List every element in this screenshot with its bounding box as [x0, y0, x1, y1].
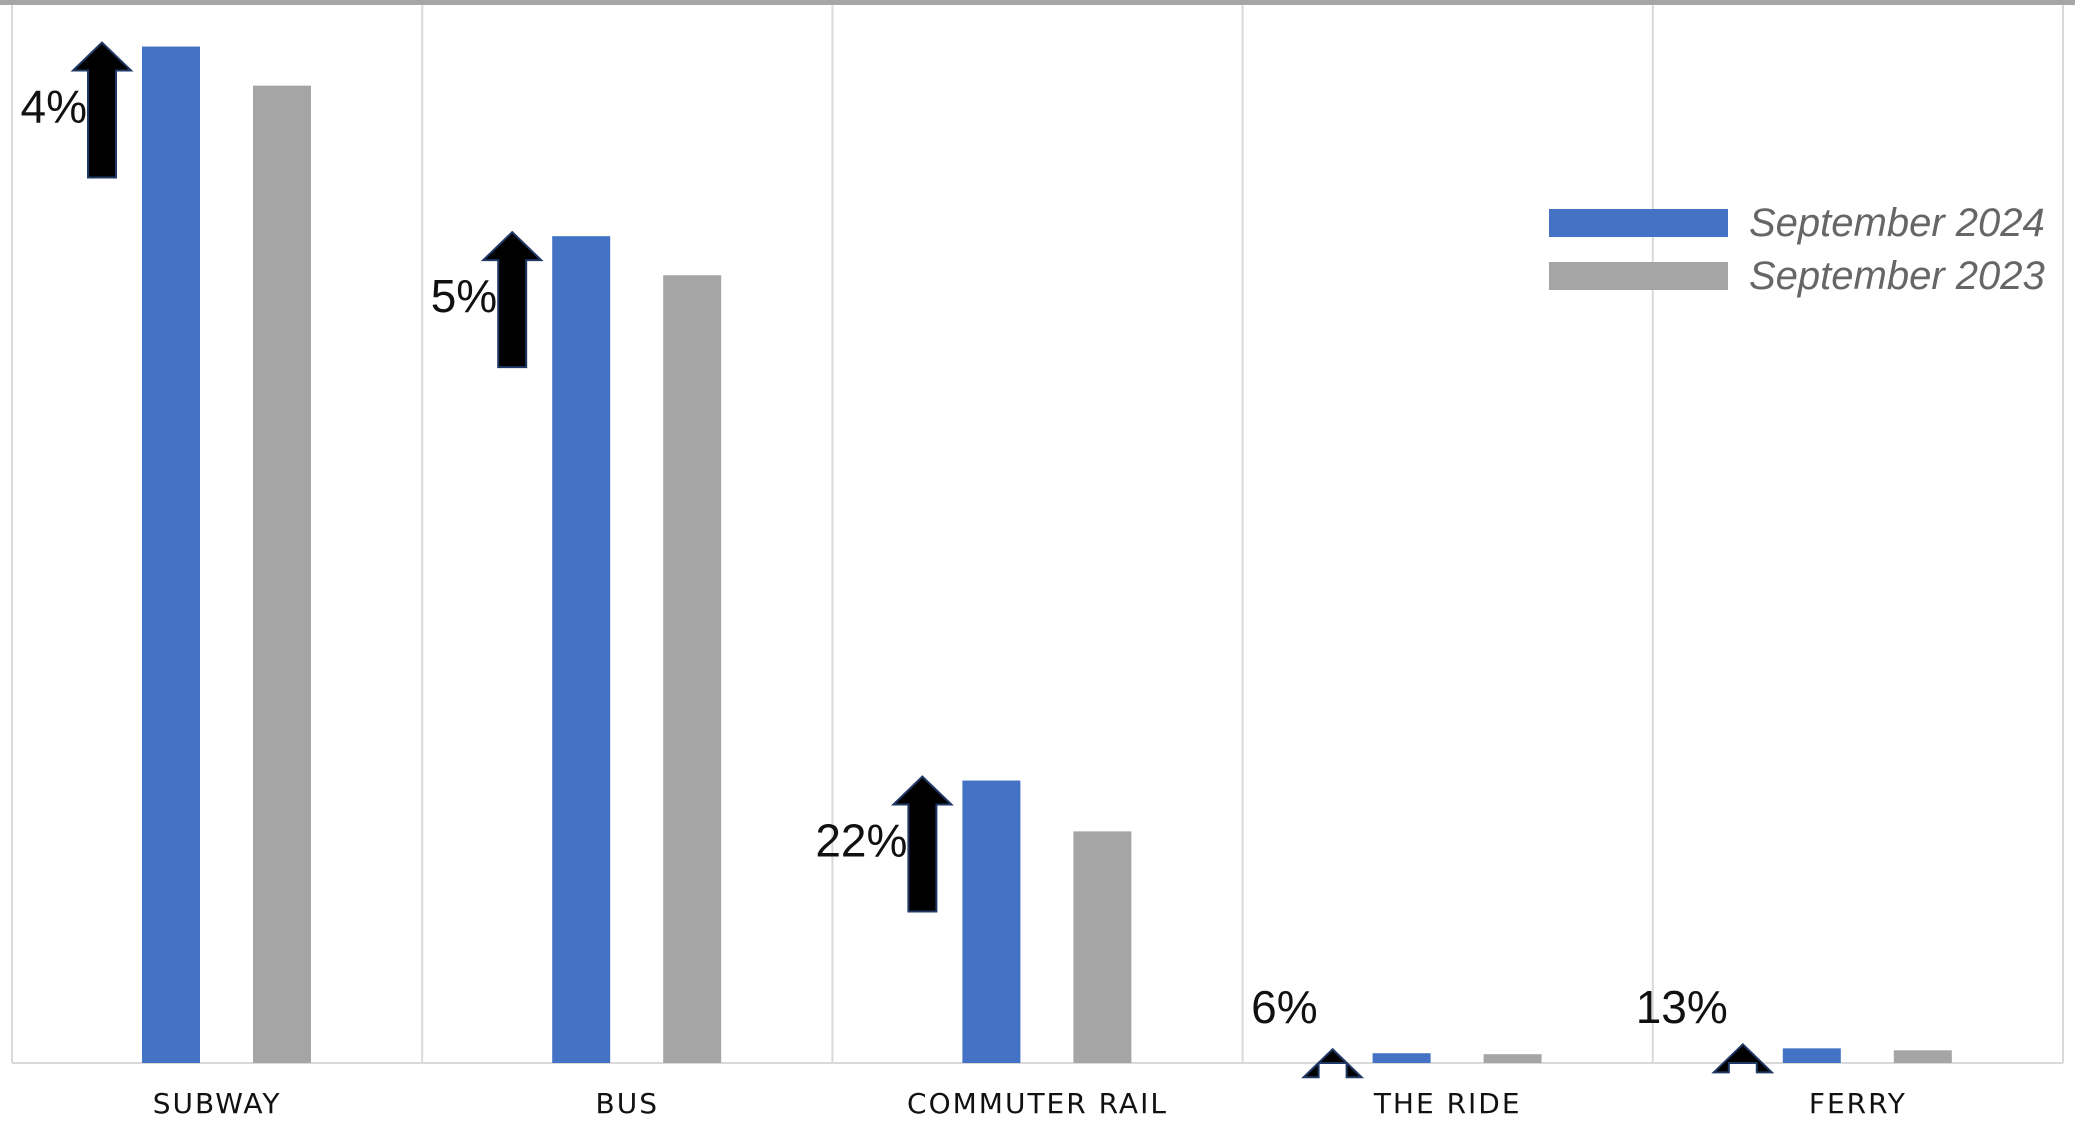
- bar-ferry-september-2023: [1893, 1050, 1952, 1063]
- change-arrows-group: 4% 5% 22% 6% 13%: [21, 41, 1775, 1079]
- change-label-ferry: 13%: [1636, 981, 1728, 1033]
- bar-bus-september-2023: [663, 275, 722, 1064]
- legend-label-september-2024: September 2024: [1749, 201, 2045, 245]
- x-tick-label-ferry: FERRY: [1809, 1087, 1907, 1120]
- bar-bus-september-2024: [552, 236, 611, 1063]
- bars-group: [142, 46, 1952, 1064]
- bar-commuter-rail-september-2024: [962, 780, 1021, 1063]
- bar-ferry-september-2024: [1782, 1048, 1841, 1063]
- change-label-bus: 5%: [431, 270, 497, 322]
- x-tick-label-bus: BUS: [596, 1087, 659, 1120]
- bar-subway-september-2023: [253, 85, 311, 1064]
- x-axis-labels: SUBWAY BUS COMMUTER RAIL THE RIDE FERRY: [153, 1087, 1907, 1120]
- x-tick-label-subway: SUBWAY: [153, 1087, 282, 1120]
- up-arrow-icon: [480, 230, 544, 369]
- change-label-the-ride: 6%: [1251, 981, 1317, 1033]
- bar-commuter-rail-september-2023: [1073, 831, 1132, 1063]
- top-border: [0, 0, 2075, 5]
- x-tick-label-commuter-rail: COMMUTER RAIL: [907, 1087, 1168, 1120]
- bar-subway-september-2024: [142, 46, 200, 1063]
- grid-lines: [11, 5, 2064, 1064]
- change-label-subway: 4%: [21, 81, 87, 133]
- x-tick-label-the-ride: THE RIDE: [1373, 1087, 1522, 1120]
- legend-swatch-september-2023: [1549, 262, 1728, 290]
- legend-swatch-september-2024: [1549, 209, 1728, 237]
- bar-the-ride-september-2024: [1372, 1053, 1431, 1063]
- up-arrow-icon: [70, 41, 134, 179]
- up-arrow-icon: [890, 775, 954, 913]
- bar-the-ride-september-2023: [1483, 1054, 1542, 1063]
- change-label-commuter-rail: 22%: [815, 815, 907, 867]
- up-arrow-icon: [1711, 1042, 1775, 1074]
- legend-label-september-2023: September 2023: [1749, 254, 2045, 298]
- up-arrow-icon: [1301, 1047, 1365, 1079]
- legend: September 2024 September 2023: [1549, 201, 2045, 298]
